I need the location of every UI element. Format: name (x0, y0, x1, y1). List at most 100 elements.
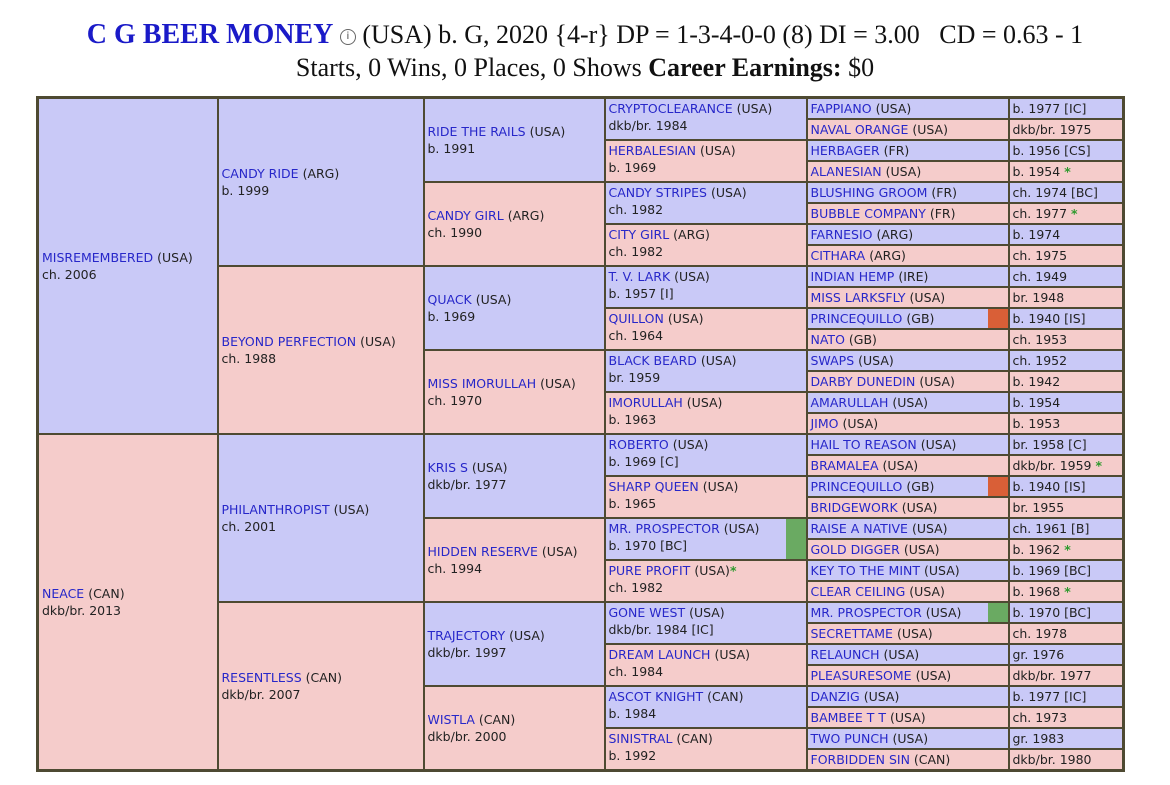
horse-name-link[interactable]: MISS IMORULLAH (427, 376, 537, 391)
horse-name-link[interactable]: HERBAGER (810, 143, 880, 158)
ancestor-cell: BUBBLE COMPANY (FR) (805, 202, 1010, 225)
horse-name-link[interactable]: BRAMALEA (810, 458, 879, 473)
horse-name-link[interactable]: RAISE A NATIVE (810, 521, 908, 536)
ancestor-cell: NATO (GB) (805, 328, 1010, 351)
horse-name-link[interactable]: RELAUNCH (810, 647, 880, 662)
horse-name-link[interactable]: MR. PROSPECTOR (810, 605, 922, 620)
horse-name-link[interactable]: T. V. LARK (608, 269, 671, 284)
country-code: (ARG) (507, 208, 545, 223)
horse-name-link[interactable]: ROBERTO (608, 437, 669, 452)
horse-name-link[interactable]: DANZIG (810, 689, 860, 704)
horse-name-link[interactable]: BUBBLE COMPANY (810, 206, 926, 221)
horse-name-link[interactable]: TWO PUNCH (810, 731, 889, 746)
ancestor-info: b. 1974 (1007, 223, 1125, 246)
ancestor-info: ch. 1988 (221, 351, 277, 366)
horse-name-link[interactable]: DARBY DUNEDIN (810, 374, 916, 389)
country-code: (CAN) (913, 752, 951, 767)
horse-name-link[interactable]: HERBALESIAN (608, 143, 697, 158)
horse-name-link[interactable]: CLEAR CEILING (810, 584, 906, 599)
horse-name-link[interactable]: WISTLA (427, 712, 475, 727)
horse-name-link[interactable]: BRIDGEWORK (810, 500, 898, 515)
horse-name-link[interactable]: CITHARA (810, 248, 866, 263)
horse-name-link[interactable]: CITY GIRL (608, 227, 670, 242)
horse-name-link[interactable]: NAVAL ORANGE (810, 122, 909, 137)
horse-name-link[interactable]: ALANESIAN (810, 164, 882, 179)
horse-name-link[interactable]: SECRETTAME (810, 626, 893, 641)
ancestor-info: b. 1956 [CS] (1007, 139, 1125, 162)
ancestor-cell: TRAJECTORY (USA) dkb/br. 1997 (422, 601, 606, 687)
ancestor-info-text: gr. 1983 (1012, 731, 1065, 746)
ancestor-info-text: b. 1970 [BC] (1012, 605, 1092, 620)
country-code: (USA) (920, 437, 957, 452)
horse-name-link[interactable]: PRINCEQUILLO (810, 311, 903, 326)
horse-name-link[interactable]: C G BEER MONEY (86, 19, 334, 50)
horse-name-link[interactable]: HIDDEN RESERVE (427, 544, 538, 559)
country-code: (USA) (702, 479, 739, 494)
horse-name-link[interactable]: BEYOND PERFECTION (221, 334, 357, 349)
horse-name-link[interactable]: SHARP QUEEN (608, 479, 699, 494)
horse-name-link[interactable]: BLUSHING GROOM (810, 185, 928, 200)
country-code: (GB) (906, 311, 935, 326)
country-code: (USA) (925, 605, 962, 620)
country-code: (GB) (906, 479, 935, 494)
horse-name-link[interactable]: QUILLON (608, 311, 664, 326)
pedigree-row: CANDY GIRL (ARG) ch. 1990 CANDY STRIPES (U… (38, 181, 1125, 267)
horse-name-link[interactable]: MR. PROSPECTOR (608, 521, 720, 536)
horse-name-link[interactable]: KRIS S (427, 460, 468, 475)
horse-name-link[interactable]: PURE PROFIT (608, 563, 691, 578)
ancestor-info: ch. 1964 (608, 328, 664, 343)
ancestor-cell: HERBALESIAN (USA) b. 1969 (603, 139, 808, 183)
horse-name-link[interactable]: JIMO (810, 416, 839, 431)
ancestor-info: ch. 1977 * (1007, 202, 1125, 225)
horse-name-link[interactable]: NATO (810, 332, 845, 347)
country-code: (ARG) (869, 248, 906, 263)
ancestor-info-text: b. 1954 (1012, 395, 1061, 410)
horse-name-link[interactable]: TRAJECTORY (427, 628, 506, 643)
horse-name-link[interactable]: GOLD DIGGER (810, 542, 900, 557)
horse-name-link[interactable]: CANDY STRIPES (608, 185, 708, 200)
horse-name-link[interactable]: IMORULLAH (608, 395, 683, 410)
ancestor-cell: SWAPS (USA) (805, 349, 1010, 372)
ancestor-cell: QUACK (USA) b. 1969 (422, 265, 606, 351)
horse-name-link[interactable]: NEACE (42, 586, 85, 601)
horse-name-link[interactable]: CANDY GIRL (427, 208, 504, 223)
horse-name-link[interactable]: DREAM LAUNCH (608, 647, 711, 662)
horse-name-link[interactable]: FARNESIO (810, 227, 873, 242)
ancestor-info-text: b. 1953 (1012, 416, 1061, 431)
horse-name-link[interactable]: RIDE THE RAILS (427, 124, 526, 139)
horse-name-link[interactable]: AMARULLAH (810, 395, 889, 410)
horse-name-link[interactable]: BLACK BEARD (608, 353, 697, 368)
ancestor-cell: ROBERTO (USA) b. 1969 [C] (603, 433, 808, 477)
horse-name-link[interactable]: MISS LARKSFLY (810, 290, 906, 305)
ancestor-info-text: b. 1940 [IS] (1012, 479, 1086, 494)
horse-name-link[interactable]: ASCOT KNIGHT (608, 689, 704, 704)
horse-name-link[interactable]: QUACK (427, 292, 472, 307)
ancestor-cell: BLUSHING GROOM (FR) (805, 181, 1010, 204)
horse-name-link[interactable]: CRYPTOCLEARANCE (608, 101, 733, 116)
ancestor-cell: BRIDGEWORK (USA) (805, 496, 1010, 519)
horse-name-link[interactable]: PLEASURESOME (810, 668, 912, 683)
horse-name-link[interactable]: PHILANTHROPIST (221, 502, 330, 517)
horse-name-link[interactable]: GONE WEST (608, 605, 686, 620)
horse-name-link[interactable]: SWAPS (810, 353, 855, 368)
horse-name-link[interactable]: BAMBEE T T (810, 710, 887, 725)
horse-name-link[interactable]: INDIAN HEMP (810, 269, 895, 284)
horse-name-link[interactable]: FORBIDDEN SIN (810, 752, 910, 767)
country-code: (USA) (360, 334, 396, 349)
horse-name-link[interactable]: CANDY RIDE (221, 166, 299, 181)
pedigree-row: HIDDEN RESERVE (USA) ch. 1994 MR. PROSPECT… (38, 517, 1125, 603)
horse-name-link[interactable]: RESENTLESS (221, 670, 302, 685)
ancestor-cell: BLACK BEARD (USA) br. 1959 (603, 349, 808, 393)
horse-name-link[interactable]: PRINCEQUILLO (810, 479, 903, 494)
horse-name-link[interactable]: KEY TO THE MINT (810, 563, 921, 578)
horse-name-link[interactable]: HAIL TO REASON (810, 437, 917, 452)
ancestor-info: dkb/br. 1977 (1007, 664, 1125, 687)
race-record: Starts, 0 Wins, 0 Places, 0 Shows (295, 53, 642, 82)
info-circle-icon[interactable]: i (339, 29, 356, 46)
horse-name-link[interactable]: FAPPIANO (810, 101, 872, 116)
horse-name-link[interactable]: MISREMEMBERED (42, 250, 154, 265)
ancestor-info: dkb/br. 2007 (221, 687, 301, 702)
ancestor-cell: MISS IMORULLAH (USA) ch. 1970 (422, 349, 606, 435)
country-code: (USA) (883, 647, 920, 662)
horse-name-link[interactable]: SINISTRAL (608, 731, 673, 746)
